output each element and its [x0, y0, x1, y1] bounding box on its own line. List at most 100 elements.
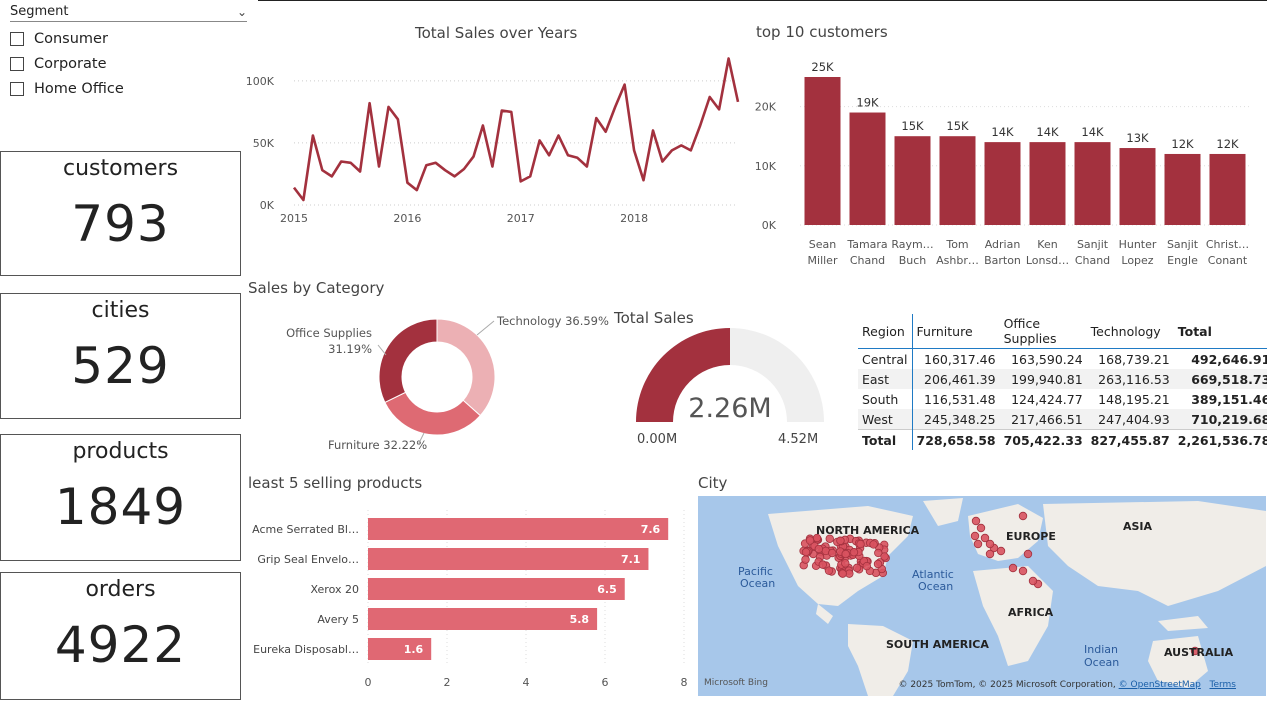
checkbox[interactable]	[10, 32, 24, 46]
gauge-min: 0.00M	[637, 432, 677, 447]
map-label-pacific-ocean: Ocean	[740, 577, 775, 590]
slicer-option-consumer[interactable]: Consumer	[10, 31, 247, 47]
slicer-option-corporate[interactable]: Corporate	[10, 56, 247, 72]
kpi-label: products	[72, 439, 169, 464]
donut-slice	[436, 318, 496, 417]
slicer-header[interactable]: Segment ⌄	[10, 4, 247, 22]
kpi-label: cities	[91, 298, 150, 323]
data-label: 6.5	[597, 583, 617, 596]
matrix-header[interactable]: Office Supplies	[1003, 316, 1057, 346]
terms-link[interactable]: Terms	[1209, 680, 1236, 690]
city-marker	[976, 523, 986, 533]
bar	[1209, 153, 1246, 225]
osm-link[interactable]: © OpenStreetMap	[1118, 680, 1201, 690]
y-tick-label: 50K	[253, 137, 275, 150]
least-products-chart[interactable]: 0 2 4 6 8 7.6 Acme Serrated Bl… 7.1 Grip Seal En…	[246, 500, 694, 698]
x-tick-label: 4	[523, 676, 530, 689]
checkbox[interactable]	[10, 82, 24, 96]
chevron-down-icon[interactable]: ⌄	[236, 4, 247, 19]
sales-by-category-title: Sales by Category	[248, 279, 385, 297]
city-marker	[1018, 511, 1028, 521]
matrix-cell: 710,219.68	[1191, 411, 1267, 427]
x-tick-label: Christ…	[1206, 238, 1249, 251]
y-tick-label: 0K	[762, 219, 777, 232]
checkbox[interactable]	[10, 57, 24, 71]
bar	[368, 548, 649, 570]
slicer-option-home-office[interactable]: Home Office	[10, 81, 247, 97]
map-label-atlantic: Atlantic	[912, 568, 954, 581]
map-label-pacific: Pacific	[738, 565, 773, 578]
leader-line	[377, 344, 387, 356]
kpi-card-customers: customers 793	[0, 151, 241, 276]
x-tick-label: Buch	[899, 254, 927, 267]
y-tick-label: 0K	[260, 199, 275, 212]
matrix-header[interactable]: Region	[858, 314, 913, 349]
label-office-supplies-pct: 31.19%	[328, 342, 372, 356]
data-label: 15K	[901, 119, 924, 133]
data-label: 13K	[1126, 131, 1149, 145]
data-label: 7.1	[621, 553, 641, 566]
city-marker	[1028, 576, 1038, 586]
label-furniture: Furniture 32.22%	[328, 438, 427, 452]
slicer-option-label: Corporate	[34, 56, 107, 72]
city-marker	[970, 531, 980, 541]
bar	[1029, 142, 1066, 225]
x-tick-label: Sanjit	[1077, 238, 1109, 251]
x-tick-label: 8	[681, 676, 688, 689]
bar	[368, 518, 669, 540]
matrix-cell: 199,940.81	[1011, 371, 1083, 387]
x-tick-label: 2015	[280, 212, 308, 225]
slicer-option-label: Home Office	[34, 81, 124, 97]
data-label: 19K	[856, 96, 879, 110]
table-row: West 245,348.25 217,466.51 247,404.93 71…	[858, 409, 1267, 430]
table-row: South 116,531.48 124,424.77 148,195.21 3…	[858, 389, 1267, 409]
data-label: 25K	[811, 60, 834, 74]
total-sales-gauge[interactable]: 2.26M 0.00M 4.52M	[626, 325, 836, 450]
gauge-value: 2.26M	[688, 393, 771, 424]
leader-line	[417, 432, 425, 446]
x-tick-label: Ken	[1037, 238, 1057, 251]
y-tick-label: Eureka Disposabl…	[253, 643, 359, 656]
city-marker	[805, 536, 815, 545]
matrix-cell: East	[858, 369, 913, 389]
matrix-header[interactable]: Furniture	[916, 323, 973, 339]
map-canvas[interactable]: NORTH AMERICA EUROPE ASIA AFRICA SOUTH AMERI…	[698, 496, 1266, 696]
kpi-label: customers	[62, 156, 179, 181]
city-marker	[824, 566, 834, 575]
sales-over-years-chart[interactable]: 0K 50K 100K 2015 2016 2017 2018	[246, 50, 746, 230]
x-tick-label: Chand	[1075, 254, 1110, 267]
x-tick-label: 2	[444, 676, 451, 689]
top-customers-chart[interactable]: 0K 10K 20K 25K Sean Miller 19K Tamara Chand 15K Ra…	[752, 50, 1257, 272]
city-marker	[1190, 646, 1200, 656]
y-tick-label: 20K	[755, 101, 777, 114]
least-products-title: least 5 selling products	[248, 474, 423, 492]
data-label: 15K	[946, 119, 969, 133]
kpi-label: orders	[85, 577, 156, 602]
bar	[368, 608, 598, 630]
city-marker	[873, 559, 883, 569]
matrix-cell: 206,461.39	[924, 371, 996, 387]
matrix-cell: Total	[858, 429, 913, 450]
matrix-cell: 217,466.51	[1011, 411, 1083, 427]
table-row: Central 160,317.46 163,590.24 168,739.21…	[858, 348, 1267, 369]
matrix-header[interactable]: Total	[1177, 323, 1212, 339]
city-marker	[841, 559, 850, 568]
matrix-header[interactable]: Technology	[1090, 323, 1161, 339]
city-marker	[838, 569, 847, 578]
top-border	[258, 0, 1267, 1]
city-marker	[1008, 563, 1018, 573]
bar	[804, 77, 841, 225]
bing-logo-text: Microsoft Bing	[704, 678, 768, 688]
x-tick-label: Miller	[808, 254, 838, 267]
city-marker	[801, 547, 811, 557]
city-marker	[973, 539, 983, 549]
matrix-cell: 116,531.48	[924, 391, 996, 407]
y-tick-label: Acme Serrated Bl…	[252, 523, 359, 536]
city-map[interactable]: NORTH AMERICA EUROPE ASIA AFRICA SOUTH AMERI…	[698, 496, 1266, 696]
city-marker	[836, 536, 845, 545]
y-tick-label: Grip Seal Envelo…	[257, 553, 359, 566]
x-tick-label: Engle	[1167, 254, 1198, 267]
sales-by-category-donut[interactable]: Technology 36.59% Office Supplies 31.19%…	[246, 300, 616, 460]
city-marker	[1018, 566, 1028, 576]
city-marker	[852, 563, 862, 573]
